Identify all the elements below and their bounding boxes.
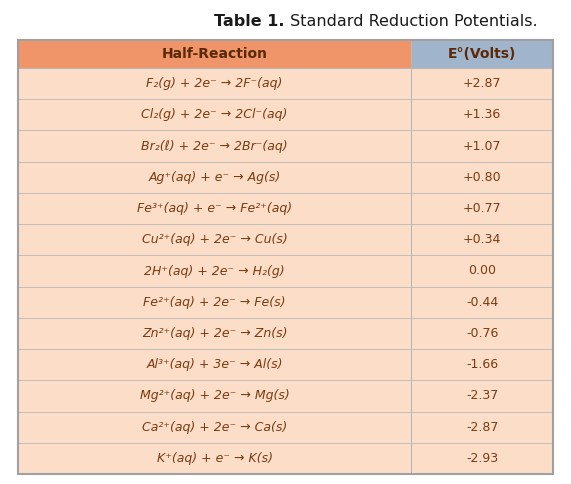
Text: -2.37: -2.37 [466, 390, 498, 402]
Bar [18, 411, 411, 443]
Text: Standard Reduction Potentials.: Standard Reduction Potentials. [285, 15, 538, 30]
Text: -2.87: -2.87 [466, 421, 498, 434]
Text: 0.00: 0.00 [468, 264, 496, 277]
Text: +0.34: +0.34 [463, 233, 501, 246]
Bar [18, 224, 411, 256]
Bar [411, 380, 553, 411]
Text: 2H⁺(aq) + 2e⁻ → H₂(g): 2H⁺(aq) + 2e⁻ → H₂(g) [144, 264, 285, 277]
Bar [411, 40, 553, 68]
Bar [411, 68, 553, 99]
Bar [411, 349, 553, 380]
Text: K⁺(aq) + e⁻ → K(s): K⁺(aq) + e⁻ → K(s) [156, 452, 272, 465]
Bar [411, 287, 553, 318]
Text: Cu²⁺(aq) + 2e⁻ → Cu(s): Cu²⁺(aq) + 2e⁻ → Cu(s) [142, 233, 287, 246]
Text: Br₂(ℓ) + 2e⁻ → 2Br⁻(aq): Br₂(ℓ) + 2e⁻ → 2Br⁻(aq) [141, 139, 288, 152]
Bar [411, 193, 553, 224]
Text: Cl₂(g) + 2e⁻ → 2Cl⁻(aq): Cl₂(g) + 2e⁻ → 2Cl⁻(aq) [142, 108, 288, 121]
Text: -2.93: -2.93 [466, 452, 498, 465]
Bar [18, 40, 553, 474]
Bar [18, 349, 411, 380]
Bar [411, 411, 553, 443]
Text: E°(Volts): E°(Volts) [448, 47, 516, 61]
Text: Ca²⁺(aq) + 2e⁻ → Ca(s): Ca²⁺(aq) + 2e⁻ → Ca(s) [142, 421, 287, 434]
Bar [18, 40, 411, 68]
Text: -1.66: -1.66 [466, 358, 498, 371]
Text: Fe³⁺(aq) + e⁻ → Fe²⁺(aq): Fe³⁺(aq) + e⁻ → Fe²⁺(aq) [137, 202, 292, 215]
Bar [411, 99, 553, 131]
Bar [18, 443, 411, 474]
Bar [18, 99, 411, 131]
Bar [411, 443, 553, 474]
Bar [18, 193, 411, 224]
Bar [411, 318, 553, 349]
Text: -0.76: -0.76 [466, 327, 498, 340]
Text: +0.80: +0.80 [463, 171, 501, 184]
Text: +1.07: +1.07 [463, 139, 501, 152]
Bar [18, 131, 411, 162]
Bar [18, 68, 411, 99]
Text: +0.77: +0.77 [463, 202, 501, 215]
Bar [411, 162, 553, 193]
Bar [411, 224, 553, 256]
Text: Ag⁺(aq) + e⁻ → Ag(s): Ag⁺(aq) + e⁻ → Ag(s) [148, 171, 281, 184]
Bar [18, 380, 411, 411]
Text: +2.87: +2.87 [463, 77, 501, 90]
Bar [411, 256, 553, 287]
Text: F₂(g) + 2e⁻ → 2F⁻(aq): F₂(g) + 2e⁻ → 2F⁻(aq) [146, 77, 283, 90]
Text: Half-Reaction: Half-Reaction [162, 47, 268, 61]
Text: Mg²⁺(aq) + 2e⁻ → Mg(s): Mg²⁺(aq) + 2e⁻ → Mg(s) [140, 390, 289, 402]
Text: Table 1.: Table 1. [215, 15, 285, 30]
Text: +1.36: +1.36 [463, 108, 501, 121]
Text: -0.44: -0.44 [466, 296, 498, 309]
Bar [18, 287, 411, 318]
Text: Fe²⁺(aq) + 2e⁻ → Fe(s): Fe²⁺(aq) + 2e⁻ → Fe(s) [143, 296, 286, 309]
Bar [18, 256, 411, 287]
Bar [18, 162, 411, 193]
Text: Al³⁺(aq) + 3e⁻ → Al(s): Al³⁺(aq) + 3e⁻ → Al(s) [146, 358, 283, 371]
Bar [411, 131, 553, 162]
Text: Zn²⁺(aq) + 2e⁻ → Zn(s): Zn²⁺(aq) + 2e⁻ → Zn(s) [142, 327, 287, 340]
Bar [18, 318, 411, 349]
